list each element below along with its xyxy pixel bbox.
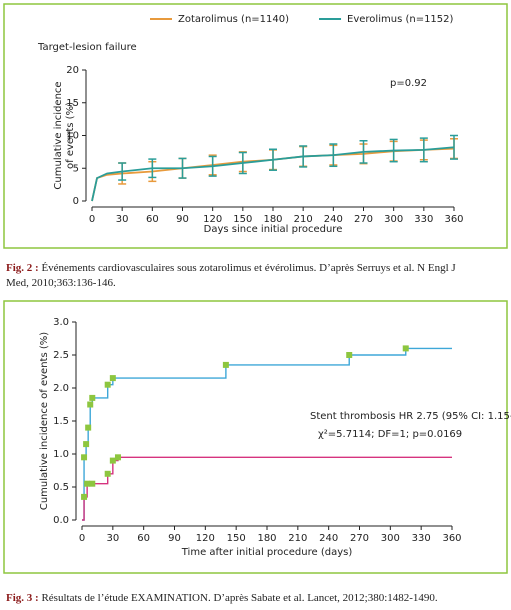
error-bar xyxy=(359,139,368,164)
x-tick-label: 90 xyxy=(168,533,181,544)
x-tick-label: 270 xyxy=(350,533,369,544)
event-marker xyxy=(109,457,116,464)
error-bar xyxy=(450,134,458,160)
x-tick-label: 60 xyxy=(137,533,150,544)
y-axis-label: Cumulative incidence xyxy=(53,81,64,189)
legend-label: Everolimus (n=1152) xyxy=(347,14,453,25)
x-tick-label: 180 xyxy=(263,214,282,225)
event-marker xyxy=(89,480,96,487)
x-tick-label: 0 xyxy=(89,214,95,225)
x-tick-label: 270 xyxy=(354,214,373,225)
y-axis-label: Cumulative incidence of events (%) xyxy=(39,332,50,510)
error-bar xyxy=(329,143,338,168)
annotation: p=0.92 xyxy=(390,78,427,89)
x-tick-label: 300 xyxy=(381,533,400,544)
caption-text: Événements cardiovasculaires sous zotaro… xyxy=(41,262,456,274)
figure-frame xyxy=(3,3,508,249)
x-tick-label: 330 xyxy=(414,214,433,225)
x-tick-label: 210 xyxy=(288,533,307,544)
error-bar xyxy=(178,157,187,179)
y-tick-label: 0.0 xyxy=(53,515,69,526)
x-tick-label: 150 xyxy=(227,533,246,544)
y-tick-label: 15 xyxy=(66,98,79,109)
legend-label: Zotarolimus (n=1140) xyxy=(178,14,289,25)
x-tick-label: 0 xyxy=(79,533,85,544)
x-tick-label: 150 xyxy=(233,214,252,225)
x-tick-label: 180 xyxy=(257,533,276,544)
event-marker xyxy=(84,480,91,487)
x-tick-label: 90 xyxy=(176,214,189,225)
caption: Fig. 2 : Événements cardiovasculaires so… xyxy=(6,262,456,289)
error-bar xyxy=(299,145,308,168)
x-tick-label: 330 xyxy=(412,533,431,544)
caption-text: Med, 2010;363:136-146. xyxy=(6,277,116,289)
annotation: χ²=5.7114; DF=1; p=0.0169 xyxy=(318,429,462,440)
x-tick-label: 240 xyxy=(324,214,343,225)
y-tick-label: 3.0 xyxy=(53,317,69,328)
x-tick-label: 30 xyxy=(116,214,129,225)
y-tick-label: 1.0 xyxy=(53,449,69,460)
event-marker xyxy=(222,361,229,368)
x-tick-label: 120 xyxy=(196,533,215,544)
series-step xyxy=(82,347,452,521)
x-axis-label: Days since initial procedure xyxy=(204,224,343,235)
chart-title: Target-lesion failure xyxy=(37,42,137,53)
caption: Fig. 3 : Résultats de l’étude EXAMINATIO… xyxy=(6,592,438,604)
y-tick-label: 20 xyxy=(66,65,79,76)
y-tick-label: 5 xyxy=(73,163,79,174)
event-marker xyxy=(402,345,409,352)
error-bar xyxy=(389,138,398,163)
figure-frame xyxy=(3,300,508,574)
y-axis-label: of events (%) xyxy=(65,102,76,169)
x-tick-label: 30 xyxy=(106,533,119,544)
x-tick-label: 360 xyxy=(444,214,463,225)
caption-label: Fig. 3 : xyxy=(6,592,39,604)
caption-label: Fig. 2 : xyxy=(6,262,39,274)
y-tick-label: 10 xyxy=(66,131,79,142)
series-step xyxy=(82,456,452,521)
event-marker xyxy=(114,454,121,461)
event-marker xyxy=(81,493,88,500)
error-bar xyxy=(269,148,277,171)
event-marker xyxy=(85,424,92,431)
event-marker xyxy=(104,470,111,477)
x-tick-label: 210 xyxy=(294,214,313,225)
annotation: Stent thrombosis HR 2.75 (95% CI: 1.15-6… xyxy=(310,411,511,422)
y-tick-label: 0.5 xyxy=(53,482,69,493)
error-bar xyxy=(148,158,157,179)
event-marker xyxy=(83,441,90,448)
caption-text: Résultats de l’étude EXAMINATION. D’aprè… xyxy=(41,592,437,604)
error-bar xyxy=(208,155,217,177)
error-bar xyxy=(419,137,428,163)
error-bar xyxy=(118,162,127,181)
x-tick-label: 120 xyxy=(203,214,222,225)
x-tick-label: 300 xyxy=(384,214,403,225)
x-tick-label: 60 xyxy=(146,214,159,225)
x-axis-label: Time after initial procedure (days) xyxy=(181,547,353,558)
event-marker xyxy=(81,454,88,461)
event-marker xyxy=(89,394,96,401)
error-bar xyxy=(238,151,247,175)
y-tick-label: 2.5 xyxy=(53,350,69,361)
caption-text-wrap: Événements cardiovasculaires sous zotaro… xyxy=(6,262,456,289)
event-marker xyxy=(104,381,111,388)
y-tick-label: 2.0 xyxy=(53,383,69,394)
event-marker xyxy=(109,375,116,382)
event-marker xyxy=(87,401,94,408)
y-tick-label: 1.5 xyxy=(53,416,69,427)
y-tick-label: 0 xyxy=(73,196,79,207)
event-marker xyxy=(346,352,353,358)
x-tick-label: 240 xyxy=(319,533,338,544)
x-tick-label: 360 xyxy=(442,533,461,544)
